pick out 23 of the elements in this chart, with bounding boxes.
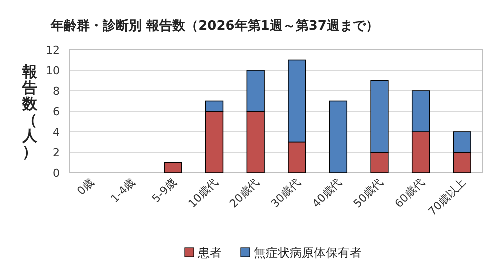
y-tick-label: 10 bbox=[46, 64, 60, 78]
y-tick-label: 12 bbox=[46, 44, 60, 57]
x-tick-label: 30歳代 bbox=[268, 176, 304, 211]
y-tick-label: 0 bbox=[53, 167, 60, 180]
y-tick-label: 8 bbox=[53, 85, 60, 98]
x-tick-label: 50歳代 bbox=[351, 176, 386, 211]
x-tick-label: 40歳代 bbox=[310, 176, 345, 211]
legend-label: 患者 bbox=[197, 246, 222, 260]
x-tick-label: 70歳以上 bbox=[426, 176, 468, 218]
y-tick-label: 6 bbox=[53, 106, 60, 118]
y-axis-title: 報告数（人） bbox=[22, 63, 38, 161]
bar bbox=[329, 100, 348, 174]
x-tick-label: 20歳代 bbox=[227, 176, 262, 211]
x-tick-label: 5-9歳 bbox=[150, 176, 180, 206]
x-tick-label: 10歳代 bbox=[186, 176, 221, 211]
bar bbox=[164, 162, 182, 174]
y-tick-label: 4 bbox=[53, 126, 60, 139]
x-tick-label: 1-4歳 bbox=[108, 176, 138, 206]
legend-label: 無症状病原体保有者 bbox=[254, 246, 362, 260]
x-tick-label: 60歳代 bbox=[392, 176, 428, 211]
y-tick-label: 2 bbox=[53, 146, 60, 160]
chart-title: 年齢群・診断別 報告数（2026年第1週～第37週まで） bbox=[50, 18, 379, 34]
x-tick-label: 0歳 bbox=[74, 176, 97, 198]
